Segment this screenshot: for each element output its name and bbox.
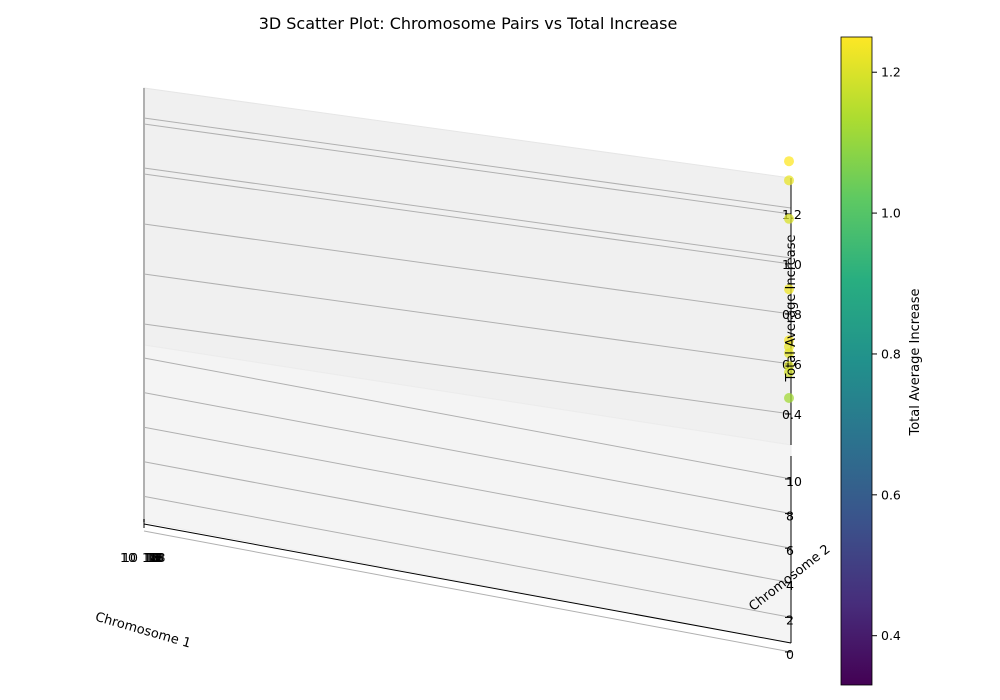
chart-title: 3D Scatter Plot: Chromosome Pairs vs Tot… <box>259 14 678 33</box>
data-point <box>784 367 794 378</box>
data-point <box>784 284 794 295</box>
colorbar-tick-label: 0.8 <box>881 346 901 361</box>
y-gridline <box>143 392 792 515</box>
colorbar-tick-label: 0.6 <box>881 487 901 502</box>
x-axis-label: Chromosome 1 <box>93 610 192 652</box>
z-axis-label: Total Average Increase <box>784 234 799 382</box>
scatter-points <box>784 156 794 403</box>
z-gridline <box>143 273 792 365</box>
data-point <box>784 213 794 224</box>
y-tick-label: 6 <box>786 543 794 558</box>
y-tick-label: 10 <box>786 474 802 489</box>
z-gridline <box>143 223 792 315</box>
y-tick-label: 8 <box>786 509 794 524</box>
z-tick-label: 1.0 <box>782 257 802 272</box>
x-tick-label: 18 <box>148 550 164 565</box>
x-tick-label: 18 <box>150 550 166 565</box>
gridlines <box>143 117 792 653</box>
x-tick-label: 10 <box>122 550 138 565</box>
colorbar-label: Total Average Increase <box>908 288 923 436</box>
z-tick-label: 0.4 <box>782 407 802 422</box>
y-gridline <box>143 357 792 480</box>
y-gridline <box>143 426 792 549</box>
y-tick-label: 2 <box>786 612 794 627</box>
x-tick-label: 18 <box>145 550 161 565</box>
x-tick-label: 10 <box>120 550 136 565</box>
y-tick-label: 0 <box>786 647 794 662</box>
y-tick-label: 4 <box>786 578 794 593</box>
colorbar-tick-label: 1.0 <box>881 206 901 221</box>
colorbar-tick-label: 0.4 <box>881 628 901 643</box>
y-gridline <box>143 461 792 584</box>
z-gridline <box>143 117 792 209</box>
x-tick-label: 18 <box>142 550 158 565</box>
y-gridline <box>143 495 792 618</box>
x-tick-label: 18 <box>147 550 163 565</box>
z-gridline <box>143 167 792 259</box>
z-gridline <box>143 323 792 415</box>
y-gridline <box>143 530 792 653</box>
data-point <box>784 175 794 186</box>
colorbar-ticks: 0.4 0.6 0.8 1.0 1.2 <box>872 65 901 643</box>
z-gridline <box>143 173 792 265</box>
x-tick-label: 18 <box>144 550 160 565</box>
z-tick-label: 0.8 <box>782 307 802 322</box>
colorbar-tick-label: 1.2 <box>881 65 901 80</box>
colorbar <box>840 36 873 686</box>
data-point <box>784 393 794 403</box>
data-point <box>784 156 794 167</box>
data-point <box>784 348 794 359</box>
x-axis-line <box>143 523 792 644</box>
z-gridline <box>143 123 792 215</box>
